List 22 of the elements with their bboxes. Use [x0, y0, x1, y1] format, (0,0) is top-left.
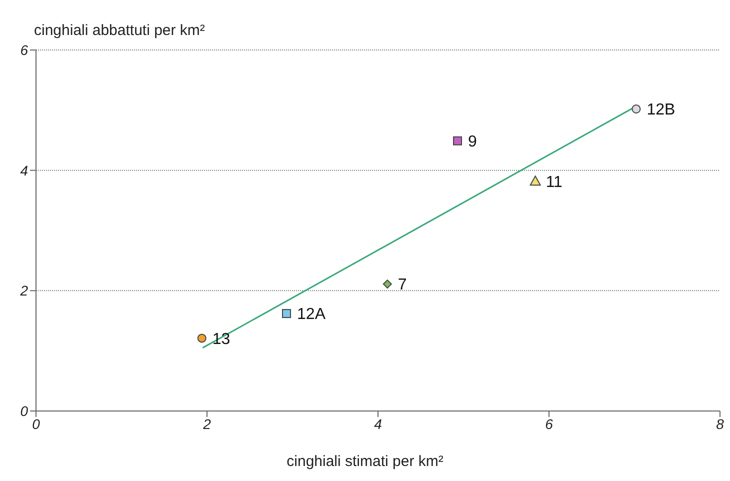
- point: [197, 334, 206, 343]
- x-tick-label: 8: [716, 416, 724, 432]
- series-label: 12B: [646, 102, 676, 119]
- x-tick-label: 2: [202, 416, 212, 432]
- point: [382, 280, 392, 289]
- x-tick-label: 0: [32, 416, 40, 432]
- x-axis-title: cinghiali stimati per km²: [286, 453, 444, 470]
- series-label: 7: [398, 276, 407, 294]
- y-tick-label: 4: [20, 162, 28, 178]
- x-tick-label: 4: [374, 416, 382, 432]
- x-tick-label: 6: [545, 416, 554, 432]
- y-tick-label: 0: [20, 402, 28, 419]
- point: [453, 136, 462, 146]
- y-tick-label: 2: [19, 282, 28, 299]
- series-label: 11: [546, 174, 563, 191]
- y-axis-title: cinghiali abbattuti per km²: [34, 22, 205, 39]
- y-tick-label: 6: [20, 42, 28, 58]
- series-label: 9: [468, 134, 478, 151]
- series-label: 12A: [297, 306, 326, 324]
- point: [282, 309, 292, 318]
- point: [632, 104, 641, 114]
- point: [530, 176, 541, 186]
